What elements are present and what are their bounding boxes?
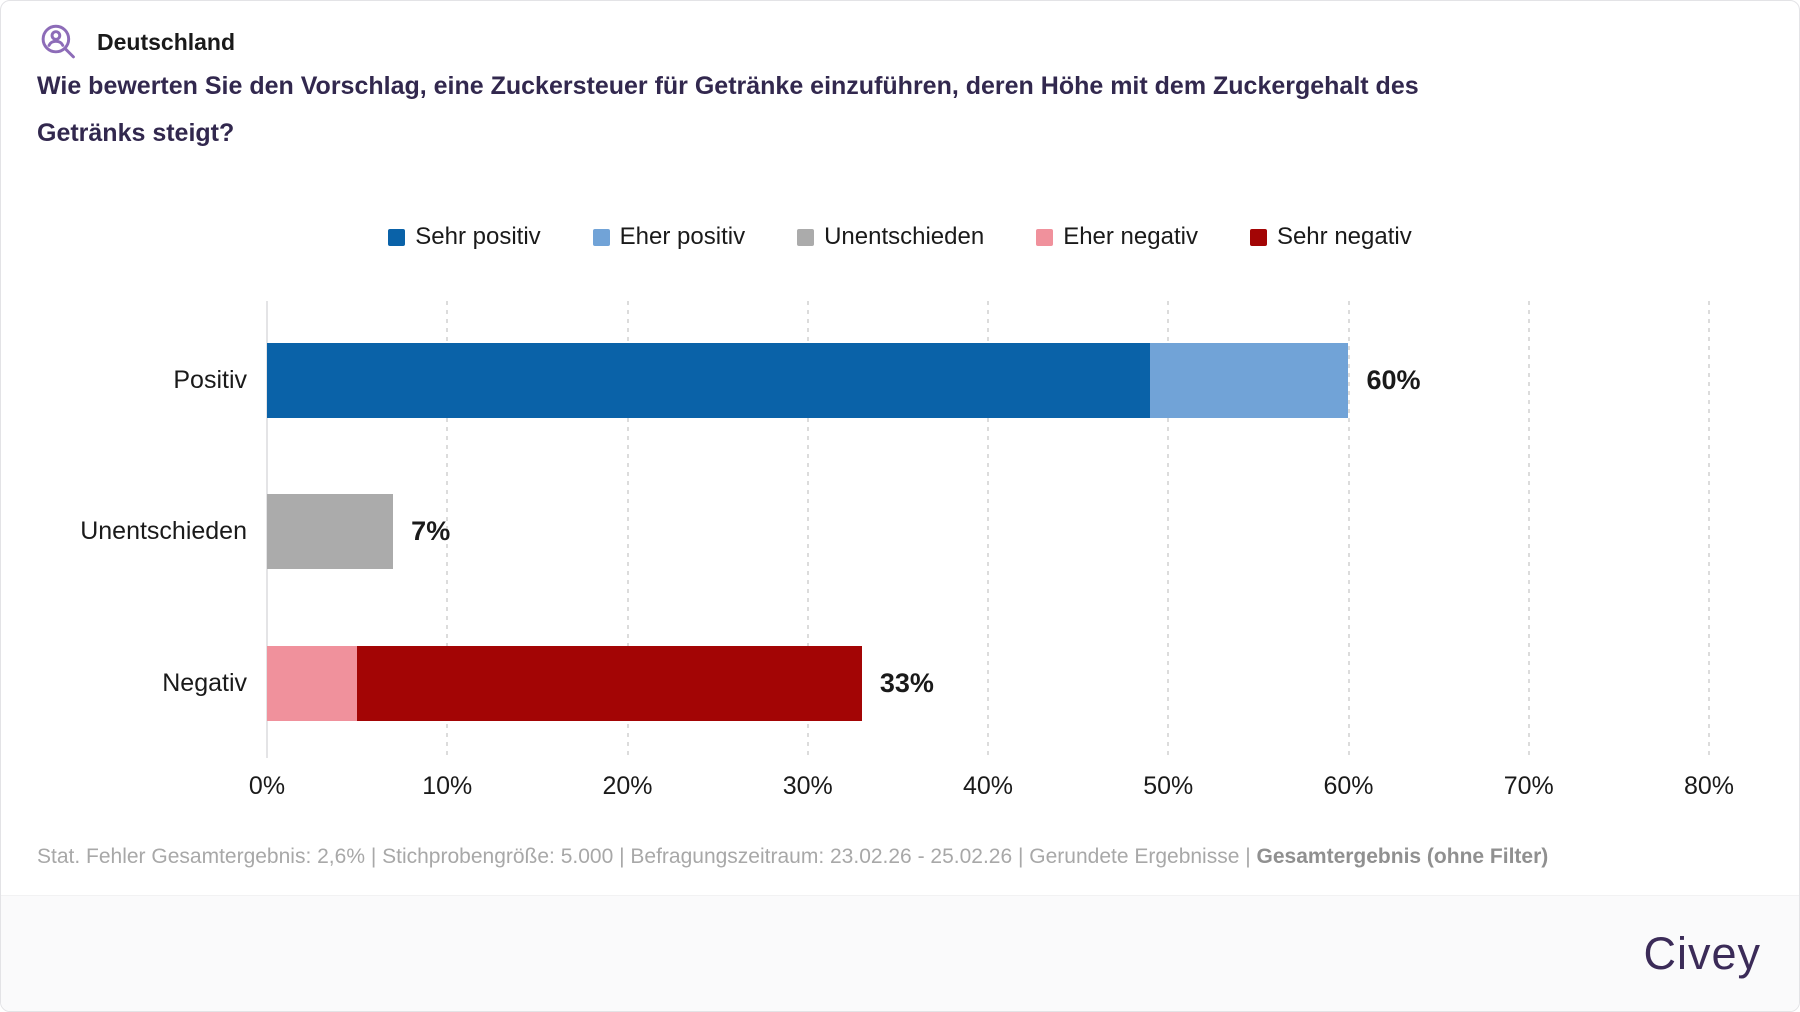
legend-label: Eher positiv <box>619 223 746 250</box>
x-tick-label: 20% <box>602 772 653 800</box>
bar-total-label: 33% <box>879 668 934 698</box>
legend-label: Unentschieden <box>824 223 985 250</box>
legend-item-unentschieden: Unentschieden <box>797 223 984 251</box>
survey-meta: Stat. Fehler Gesamtergebnis: 2,6% | Stic… <box>37 845 1548 869</box>
chart-legend: Sehr positiv Eher positiv Unentschieden Ehe… <box>1 223 1799 251</box>
civey-logo: Civey <box>1643 927 1761 979</box>
x-tick-label: 50% <box>1143 772 1194 800</box>
brand-band: Civey <box>1 895 1799 1011</box>
gridline <box>1167 301 1170 758</box>
bar-total-label: 60% <box>1366 365 1421 395</box>
bar-segment-eher-negativ <box>267 646 358 721</box>
legend-item-eher-positiv: Eher positiv <box>592 223 746 251</box>
bar-segment-unentschieden <box>267 494 394 569</box>
survey-meta-filter: Gesamtergebnis (ohne Filter) <box>1256 845 1549 868</box>
x-tick-label: 0% <box>248 772 286 800</box>
bar-row-negativ: 33% <box>267 646 1709 721</box>
legend-item-eher-negativ: Eher negativ <box>1036 223 1198 251</box>
x-tick-label: 60% <box>1323 772 1374 800</box>
gridline <box>1347 301 1350 758</box>
region-label: Deutschland <box>97 28 236 55</box>
gridline <box>1527 301 1530 758</box>
gridline <box>1708 301 1710 758</box>
bar-segment-eher-positiv <box>1150 343 1349 418</box>
x-tick-label: 80% <box>1683 772 1735 800</box>
legend-swatch-icon <box>388 228 406 246</box>
gridline <box>806 301 809 758</box>
category-label-negativ: Negativ <box>162 669 247 697</box>
x-tick-label: 40% <box>962 772 1014 800</box>
survey-meta-text: Stat. Fehler Gesamtergebnis: 2,6% | Stic… <box>37 845 1257 868</box>
legend-swatch-icon <box>797 228 815 246</box>
legend-item-sehr-positiv: Sehr positiv <box>388 223 541 251</box>
legend-label: Eher negativ <box>1063 223 1198 250</box>
category-label-unentschieden: Unentschieden <box>80 517 247 545</box>
category-label-positiv: Positiv <box>173 366 247 394</box>
gridline <box>446 301 449 758</box>
gridline <box>626 301 629 758</box>
x-tick-label: 10% <box>422 772 473 800</box>
legend-label: Sehr negativ <box>1276 223 1412 250</box>
legend-swatch-icon <box>1036 228 1054 246</box>
plot-area: 0% 10% 20% 30% 40% 50% 60% 70% 80% 60% Positiv 7% Un… <box>80 301 1734 800</box>
header: Deutschland <box>37 21 235 63</box>
bar-row-unentschieden: 7% <box>267 494 1709 569</box>
legend-label: Sehr positiv <box>415 223 541 250</box>
poll-question: Wie bewerten Sie den Vorschlag, eine Zuc… <box>37 72 1419 147</box>
bar-total-label: 7% <box>411 516 451 546</box>
legend-swatch-icon <box>1249 228 1267 246</box>
person-search-icon <box>41 24 75 59</box>
bar-segment-sehr-positiv <box>267 343 1151 418</box>
bar-row-positiv: 60% <box>267 343 1709 418</box>
legend-swatch-icon <box>592 228 610 246</box>
x-tick-label: 70% <box>1503 772 1554 800</box>
gridline <box>987 301 989 758</box>
bar-segment-sehr-negativ <box>357 646 862 721</box>
legend-item-sehr-negativ: Sehr negativ <box>1249 223 1412 251</box>
x-tick-label: 30% <box>782 772 833 800</box>
